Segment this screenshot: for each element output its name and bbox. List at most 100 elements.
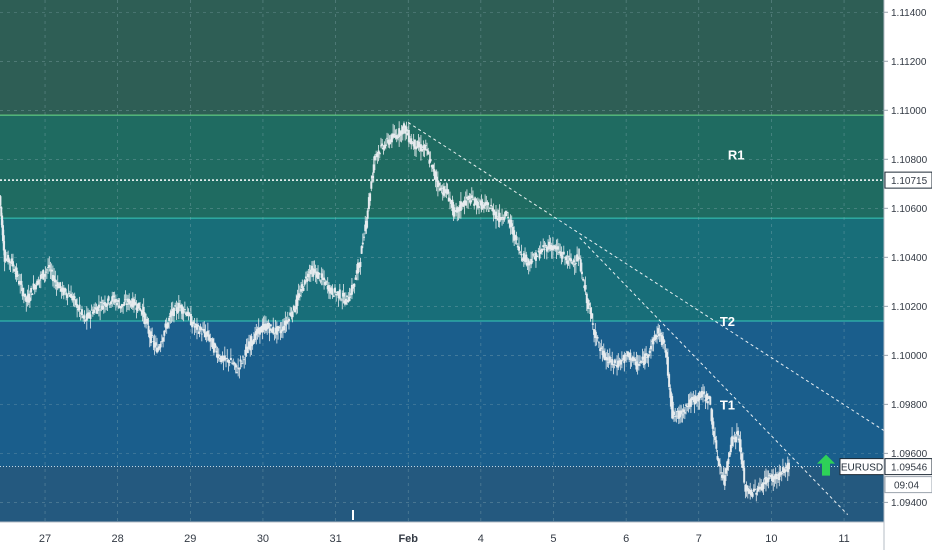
candle-body xyxy=(248,341,251,349)
candle-body xyxy=(139,308,142,311)
candle-body xyxy=(258,327,261,335)
candle-body xyxy=(100,302,103,303)
candle-body xyxy=(530,258,533,265)
candle-body xyxy=(739,439,742,453)
candle-body xyxy=(251,341,254,345)
candle-body xyxy=(737,430,740,436)
candle-body xyxy=(679,410,682,418)
candle-body xyxy=(195,324,198,330)
candle-body xyxy=(15,267,18,278)
candle-body xyxy=(656,335,659,338)
candle-body xyxy=(433,169,436,176)
candle-body xyxy=(363,236,366,238)
candle-body xyxy=(683,412,686,414)
candle-body xyxy=(314,272,317,274)
candle-body xyxy=(565,256,568,261)
candle-body xyxy=(333,287,336,293)
candle-body xyxy=(37,280,40,285)
candle-body xyxy=(784,469,787,473)
candle-body xyxy=(464,200,467,206)
candle-body xyxy=(90,309,93,311)
candle-body xyxy=(66,294,69,298)
candle-body xyxy=(618,360,621,363)
candle-body xyxy=(309,269,312,275)
zone-label-r1: R1 xyxy=(728,147,745,162)
trendlines[interactable] xyxy=(407,122,893,515)
candle-body xyxy=(4,258,7,262)
x-tick-label: 31 xyxy=(329,533,341,545)
candle-body xyxy=(76,304,79,308)
candle-body xyxy=(217,354,220,357)
candle-body xyxy=(291,311,294,318)
candle-body xyxy=(123,301,126,306)
candle-body xyxy=(359,261,362,267)
candle-body xyxy=(731,436,734,446)
candle-body xyxy=(434,171,437,180)
candle-body xyxy=(620,360,623,362)
candle-body xyxy=(453,210,456,212)
candle-body xyxy=(510,223,513,227)
candle-body xyxy=(699,396,702,398)
candle-body xyxy=(177,302,180,312)
candle-body xyxy=(79,312,82,314)
candle-body xyxy=(308,271,311,273)
candle-body xyxy=(417,141,420,148)
time-axis xyxy=(0,522,932,550)
candle-body xyxy=(647,354,650,358)
candle-body xyxy=(634,358,637,362)
candle-body xyxy=(193,325,196,328)
candle-body xyxy=(775,476,778,480)
candle-body xyxy=(649,345,652,350)
candle-body xyxy=(234,363,237,368)
candle-body xyxy=(668,374,671,388)
candle-body xyxy=(752,488,755,492)
candle-body xyxy=(566,260,569,265)
candle-body xyxy=(358,263,361,268)
candle-body xyxy=(2,235,5,251)
candle-body xyxy=(511,226,514,235)
candle-body xyxy=(751,493,754,497)
candle-body xyxy=(348,296,351,302)
candle-body xyxy=(519,251,522,253)
candle-body xyxy=(89,314,92,319)
candle-body xyxy=(528,261,531,263)
up-arrow-icon xyxy=(817,454,835,476)
candle-body xyxy=(622,358,625,360)
candle-body xyxy=(287,318,290,322)
candle-body xyxy=(208,334,211,341)
candle-body xyxy=(303,280,306,285)
candle-body xyxy=(210,338,213,340)
candle-body xyxy=(384,144,387,147)
candle-body xyxy=(593,329,596,335)
trendline-1[interactable] xyxy=(407,122,893,437)
candle-body xyxy=(225,358,228,359)
chart-grid xyxy=(0,0,884,522)
candle-body xyxy=(226,358,229,359)
candle-body xyxy=(522,253,525,261)
candle-body xyxy=(754,488,757,490)
candle-body xyxy=(85,313,88,321)
candle-body xyxy=(462,203,465,207)
candle-body xyxy=(318,272,321,275)
candle-body xyxy=(471,198,474,200)
candle-body xyxy=(766,478,769,483)
y-tick-label: 1.10200 xyxy=(891,302,928,313)
candle-body xyxy=(681,414,684,416)
event-marker xyxy=(352,510,354,520)
candle-body xyxy=(326,285,329,290)
candle-body xyxy=(409,140,412,143)
trendline-2[interactable] xyxy=(579,237,849,515)
candle-body xyxy=(687,402,690,408)
candle-body xyxy=(653,335,656,341)
candle-body xyxy=(697,395,700,402)
candle-body xyxy=(573,264,576,266)
zone-r1 xyxy=(0,115,884,219)
candle-body xyxy=(237,367,240,369)
candle-body xyxy=(571,262,574,264)
candle-body xyxy=(294,309,297,313)
candle-body xyxy=(252,338,255,344)
candle-body xyxy=(463,200,466,206)
candle-body xyxy=(238,368,241,370)
candle-body xyxy=(338,289,341,299)
